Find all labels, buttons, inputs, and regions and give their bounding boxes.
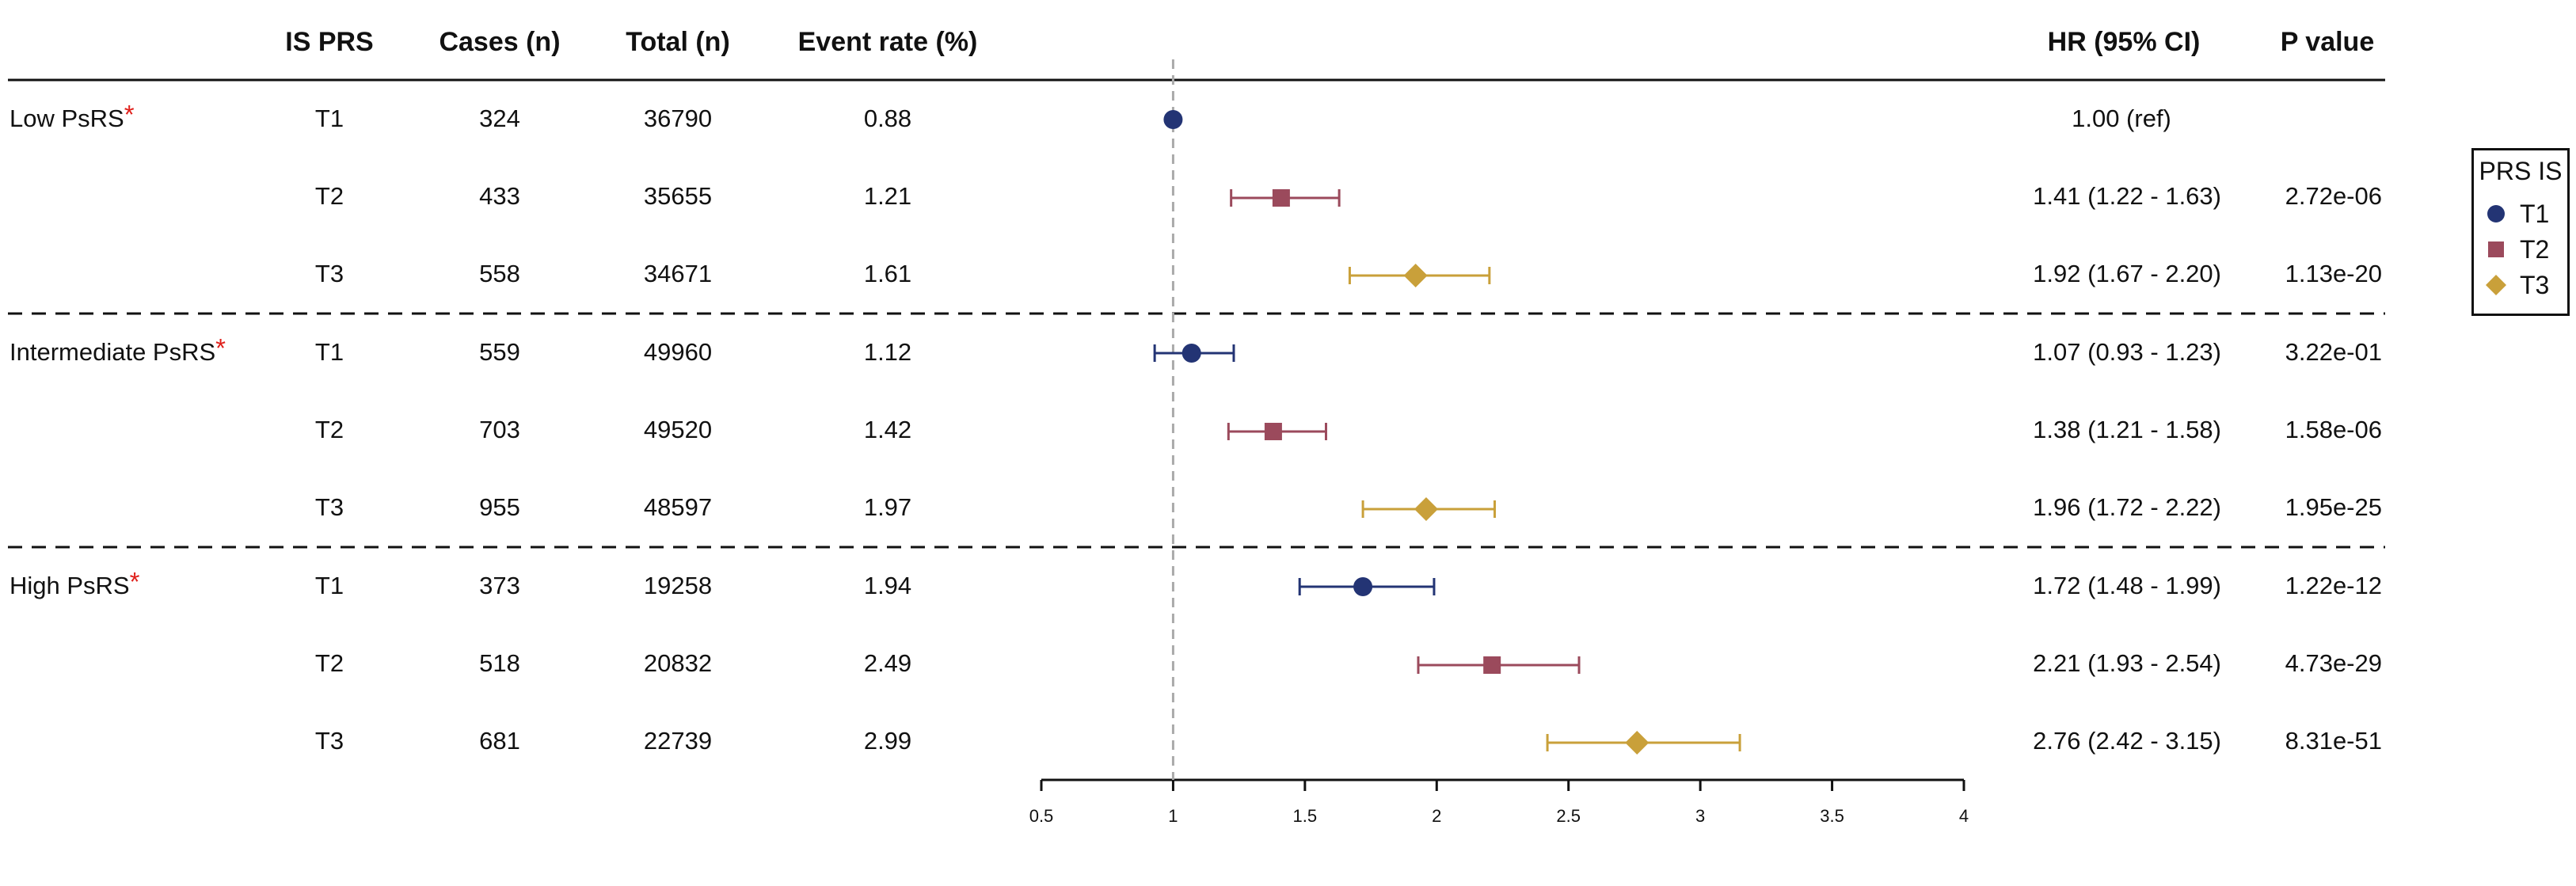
total-cell: 22739 (643, 727, 713, 755)
circle-icon (2487, 205, 2505, 222)
p-value-cell: 1.13e-20 (2285, 260, 2382, 287)
group-label-text: Low PsRS (10, 105, 124, 132)
x-tick-label: 0.5 (1029, 806, 1054, 826)
header-hr: HR (95% CI) (2047, 27, 2201, 57)
square-icon (2488, 241, 2504, 257)
tier-cell: T2 (314, 416, 344, 443)
group-label-intermediate: Intermediate PsRS* (10, 333, 226, 368)
p-value-cell: 4.73e-29 (2285, 649, 2382, 677)
total-cell: 49960 (643, 338, 713, 366)
header-event-rate: Event rate (%) (797, 27, 978, 57)
legend-label: T2 (2520, 235, 2550, 264)
p-value-cell: 3.22e-01 (2285, 338, 2382, 366)
hr-cell: 1.41 (1.22 - 1.63) (2033, 182, 2221, 210)
event-rate-cell: 1.12 (863, 338, 912, 366)
tier-cell: T2 (314, 649, 344, 677)
tier-cell: T3 (314, 727, 344, 755)
tier-cell: T1 (314, 338, 344, 366)
p-value-cell: 1.22e-12 (2285, 572, 2382, 599)
total-cell: 20832 (643, 649, 713, 677)
p-value-cell: 2.72e-06 (2285, 182, 2382, 210)
tier-cell: T1 (314, 105, 344, 132)
hr-cell: 1.92 (1.67 - 2.20) (2033, 260, 2221, 287)
group-label-low: Low PsRS* (10, 100, 135, 135)
event-rate-cell: 2.49 (863, 649, 912, 677)
hr-cell: 1.96 (1.72 - 2.22) (2033, 493, 2221, 521)
event-rate-cell: 0.88 (863, 105, 912, 132)
x-axis: 0.5 1 1.5 2 2.5 3 3.5 4 (1029, 778, 1969, 826)
header-total: Total (n) (626, 27, 730, 57)
x-tick-label: 2.5 (1556, 806, 1581, 826)
group-label-text: Intermediate PsRS (10, 338, 216, 366)
tier-cell: T2 (314, 182, 344, 210)
cases-cell: 518 (479, 649, 520, 677)
group-label-high: High PsRS* (10, 567, 139, 602)
event-rate-cell: 1.94 (863, 572, 912, 599)
x-tick-label: 4 (1959, 806, 1969, 826)
diamond-icon (2486, 275, 2506, 295)
hr-point-square (1264, 423, 1282, 440)
hr-point-diamond (1414, 497, 1438, 521)
x-tick-label: 3.5 (1820, 806, 1844, 826)
total-cell: 34671 (643, 260, 713, 287)
cases-cell: 324 (479, 105, 520, 132)
legend-title: PRS IS (2479, 157, 2563, 185)
significance-star: * (124, 100, 135, 129)
hr-cell: 2.76 (2.42 - 3.15) (2033, 727, 2221, 755)
event-rate-cell: 1.97 (863, 493, 912, 521)
p-value-cell: 8.31e-51 (2285, 727, 2382, 755)
plot-marks (1153, 59, 1741, 780)
legend: PRS IS T1 T2 T3 (2471, 148, 2570, 316)
hr-cell: 1.38 (1.21 - 1.58) (2033, 416, 2221, 443)
hr-cell: 1.07 (0.93 - 1.23) (2033, 338, 2221, 366)
hr-cell: 1.72 (1.48 - 1.99) (2033, 572, 2221, 599)
event-rate-cell: 2.99 (863, 727, 912, 755)
total-cell: 49520 (643, 416, 713, 443)
event-rate-cell: 1.21 (863, 182, 912, 210)
hr-point-square (1483, 656, 1501, 674)
x-tick-label: 1.5 (1293, 806, 1318, 826)
cases-cell: 433 (479, 182, 520, 210)
hr-cell: 1.00 (ref) (2072, 105, 2171, 132)
cases-cell: 559 (479, 338, 520, 366)
total-cell: 36790 (643, 105, 713, 132)
tier-cell: T1 (314, 572, 344, 599)
total-cell: 19258 (643, 572, 713, 599)
hr-cell: 2.21 (1.93 - 2.54) (2033, 649, 2221, 677)
tier-cell: T3 (314, 260, 344, 287)
cases-cell: 373 (479, 572, 520, 599)
significance-star: * (215, 333, 226, 363)
legend-label: T1 (2520, 200, 2550, 228)
cases-cell: 558 (479, 260, 520, 287)
tier-cell: T3 (314, 493, 344, 521)
significance-star: * (129, 567, 140, 596)
cases-cell: 703 (479, 416, 520, 443)
cases-cell: 955 (479, 493, 520, 521)
hr-point-diamond (1403, 264, 1428, 287)
header-p-value: P value (2280, 27, 2375, 57)
total-cell: 48597 (643, 493, 713, 521)
hr-point-square (1272, 189, 1290, 207)
event-rate-cell: 1.42 (863, 416, 912, 443)
total-cell: 35655 (643, 182, 713, 210)
p-value-cell: 1.95e-25 (2285, 493, 2382, 521)
group-label-text: High PsRS (10, 572, 130, 599)
p-value-cell: 1.58e-06 (2285, 416, 2382, 443)
legend-label: T3 (2520, 271, 2550, 299)
hr-point-circle (1353, 577, 1373, 596)
x-tick-label: 1 (1168, 806, 1178, 826)
cases-cell: 681 (479, 727, 520, 755)
hr-point-circle (1181, 344, 1201, 363)
header-cases: Cases (n) (439, 27, 561, 57)
hr-point-circle (1163, 110, 1183, 129)
x-tick-label: 2 (1432, 806, 1441, 826)
hr-point-diamond (1625, 731, 1649, 755)
x-tick-label: 3 (1695, 806, 1705, 826)
event-rate-cell: 1.61 (863, 260, 912, 287)
header-is-prs: IS PRS (285, 27, 374, 57)
